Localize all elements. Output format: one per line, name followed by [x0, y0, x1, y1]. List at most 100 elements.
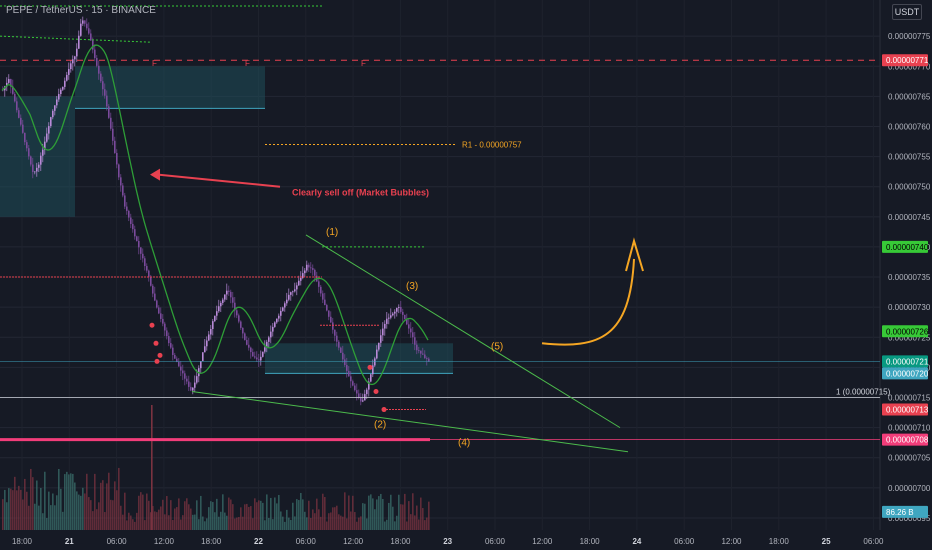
candle-body — [398, 306, 400, 308]
candle-body — [354, 385, 356, 391]
candle-body — [114, 140, 116, 153]
candle-body — [400, 306, 402, 312]
f-marker: F — [361, 59, 366, 68]
price-badge-pink-bg — [882, 433, 928, 446]
volume-bar — [78, 494, 80, 530]
candle-body — [118, 164, 120, 178]
candle-body — [78, 35, 80, 49]
volume-bar — [280, 511, 282, 530]
volume-bar — [8, 488, 10, 530]
volume-bar — [210, 501, 212, 530]
time-tick-label: 23 — [443, 537, 452, 546]
time-tick-label: 18:00 — [580, 537, 601, 546]
volume-bar — [330, 512, 332, 530]
volume-bar — [110, 499, 112, 530]
volume-bar — [418, 519, 420, 530]
volume-bar — [372, 498, 374, 530]
volume-bar — [184, 501, 186, 530]
volume-bar — [342, 516, 344, 530]
volume-bar — [408, 501, 410, 530]
volume-bar — [6, 502, 8, 530]
volume-bars — [2, 405, 430, 530]
candle-body — [242, 327, 244, 334]
price-badge-cyan: 0.00000720 — [886, 369, 929, 378]
candle-body — [210, 329, 212, 335]
volume-bar — [46, 518, 48, 530]
candle-body — [426, 358, 428, 359]
volume-bar — [332, 507, 334, 530]
currency-button[interactable]: USDT — [892, 4, 922, 20]
price-tick-label: 0.00000725 — [888, 333, 931, 342]
candle-body — [50, 117, 52, 127]
volume-bar — [142, 494, 144, 530]
candle-body — [102, 81, 104, 90]
volume-bar — [172, 519, 174, 530]
volume-bar — [426, 517, 428, 530]
candle-body — [302, 273, 304, 278]
volume-bar — [286, 509, 288, 530]
candle-body — [156, 300, 158, 308]
candle-body — [422, 353, 424, 355]
candle-body — [218, 306, 220, 312]
candle-body — [244, 333, 246, 340]
price-tick-label: 0.00000765 — [888, 92, 931, 101]
moving-average-line — [1, 44, 429, 386]
volume-bar — [394, 521, 396, 530]
candle-body — [324, 299, 326, 306]
volume-bar — [334, 507, 336, 530]
price-axis[interactable]: 0.00000775 0.00000770 0.00000765 0.00000760… — [882, 32, 931, 523]
candle-body — [314, 269, 316, 276]
candle-body — [238, 315, 240, 322]
volume-badge: 86.26 B — [886, 508, 914, 517]
volume-bar — [346, 518, 348, 530]
volume-bar — [150, 512, 152, 530]
candle-body — [60, 89, 62, 95]
volume-bar — [288, 517, 290, 530]
volume-bar — [44, 471, 46, 530]
volume-bar — [264, 520, 266, 530]
candle-body — [40, 155, 42, 165]
volume-bar — [64, 474, 66, 530]
price-tick-label: 0.00000710 — [888, 424, 931, 433]
candle-body — [214, 315, 216, 322]
volume-bar — [160, 506, 162, 530]
volume-bar — [130, 515, 132, 530]
sell-off-arrow-head — [150, 168, 160, 181]
volume-bar — [238, 517, 240, 530]
candle-body — [216, 311, 218, 316]
candle-body — [246, 339, 248, 345]
volume-bar — [428, 501, 430, 530]
volume-bar — [368, 495, 370, 530]
candle-body — [410, 328, 412, 333]
volume-bar — [396, 515, 398, 530]
time-axis[interactable]: 18:00 21 06:00 12:00 18:00 22 06:00 12:00 18:00 2… — [12, 537, 884, 546]
volume-bar — [272, 519, 274, 530]
candle-body — [110, 117, 112, 129]
candle-body — [370, 374, 372, 382]
volume-bar — [18, 485, 20, 530]
volume-bar — [38, 505, 40, 530]
candle-body — [220, 302, 222, 307]
candle-body — [168, 336, 170, 344]
volume-bar — [126, 520, 128, 530]
candle-body — [100, 73, 102, 82]
candle-body — [120, 177, 122, 186]
price-tick-label: 0.00000705 — [888, 454, 931, 463]
support-zone — [265, 343, 453, 374]
price-tick-label: 0.00000770 — [888, 62, 931, 71]
volume-bar — [420, 497, 422, 530]
volume-bar — [322, 493, 324, 530]
volume-bar — [304, 511, 306, 530]
volume-bar — [122, 514, 124, 530]
volume-bar — [294, 516, 296, 530]
candle-body — [310, 267, 312, 269]
time-tick-label: 06:00 — [674, 537, 695, 546]
candle-body — [330, 316, 332, 323]
volume-bar — [302, 499, 304, 530]
price-badge-green-top: 0.00000740 — [886, 243, 929, 252]
candle-body — [10, 79, 12, 87]
candle-body — [44, 141, 46, 150]
candle-body — [272, 326, 274, 332]
time-tick-label: 25 — [822, 537, 831, 546]
